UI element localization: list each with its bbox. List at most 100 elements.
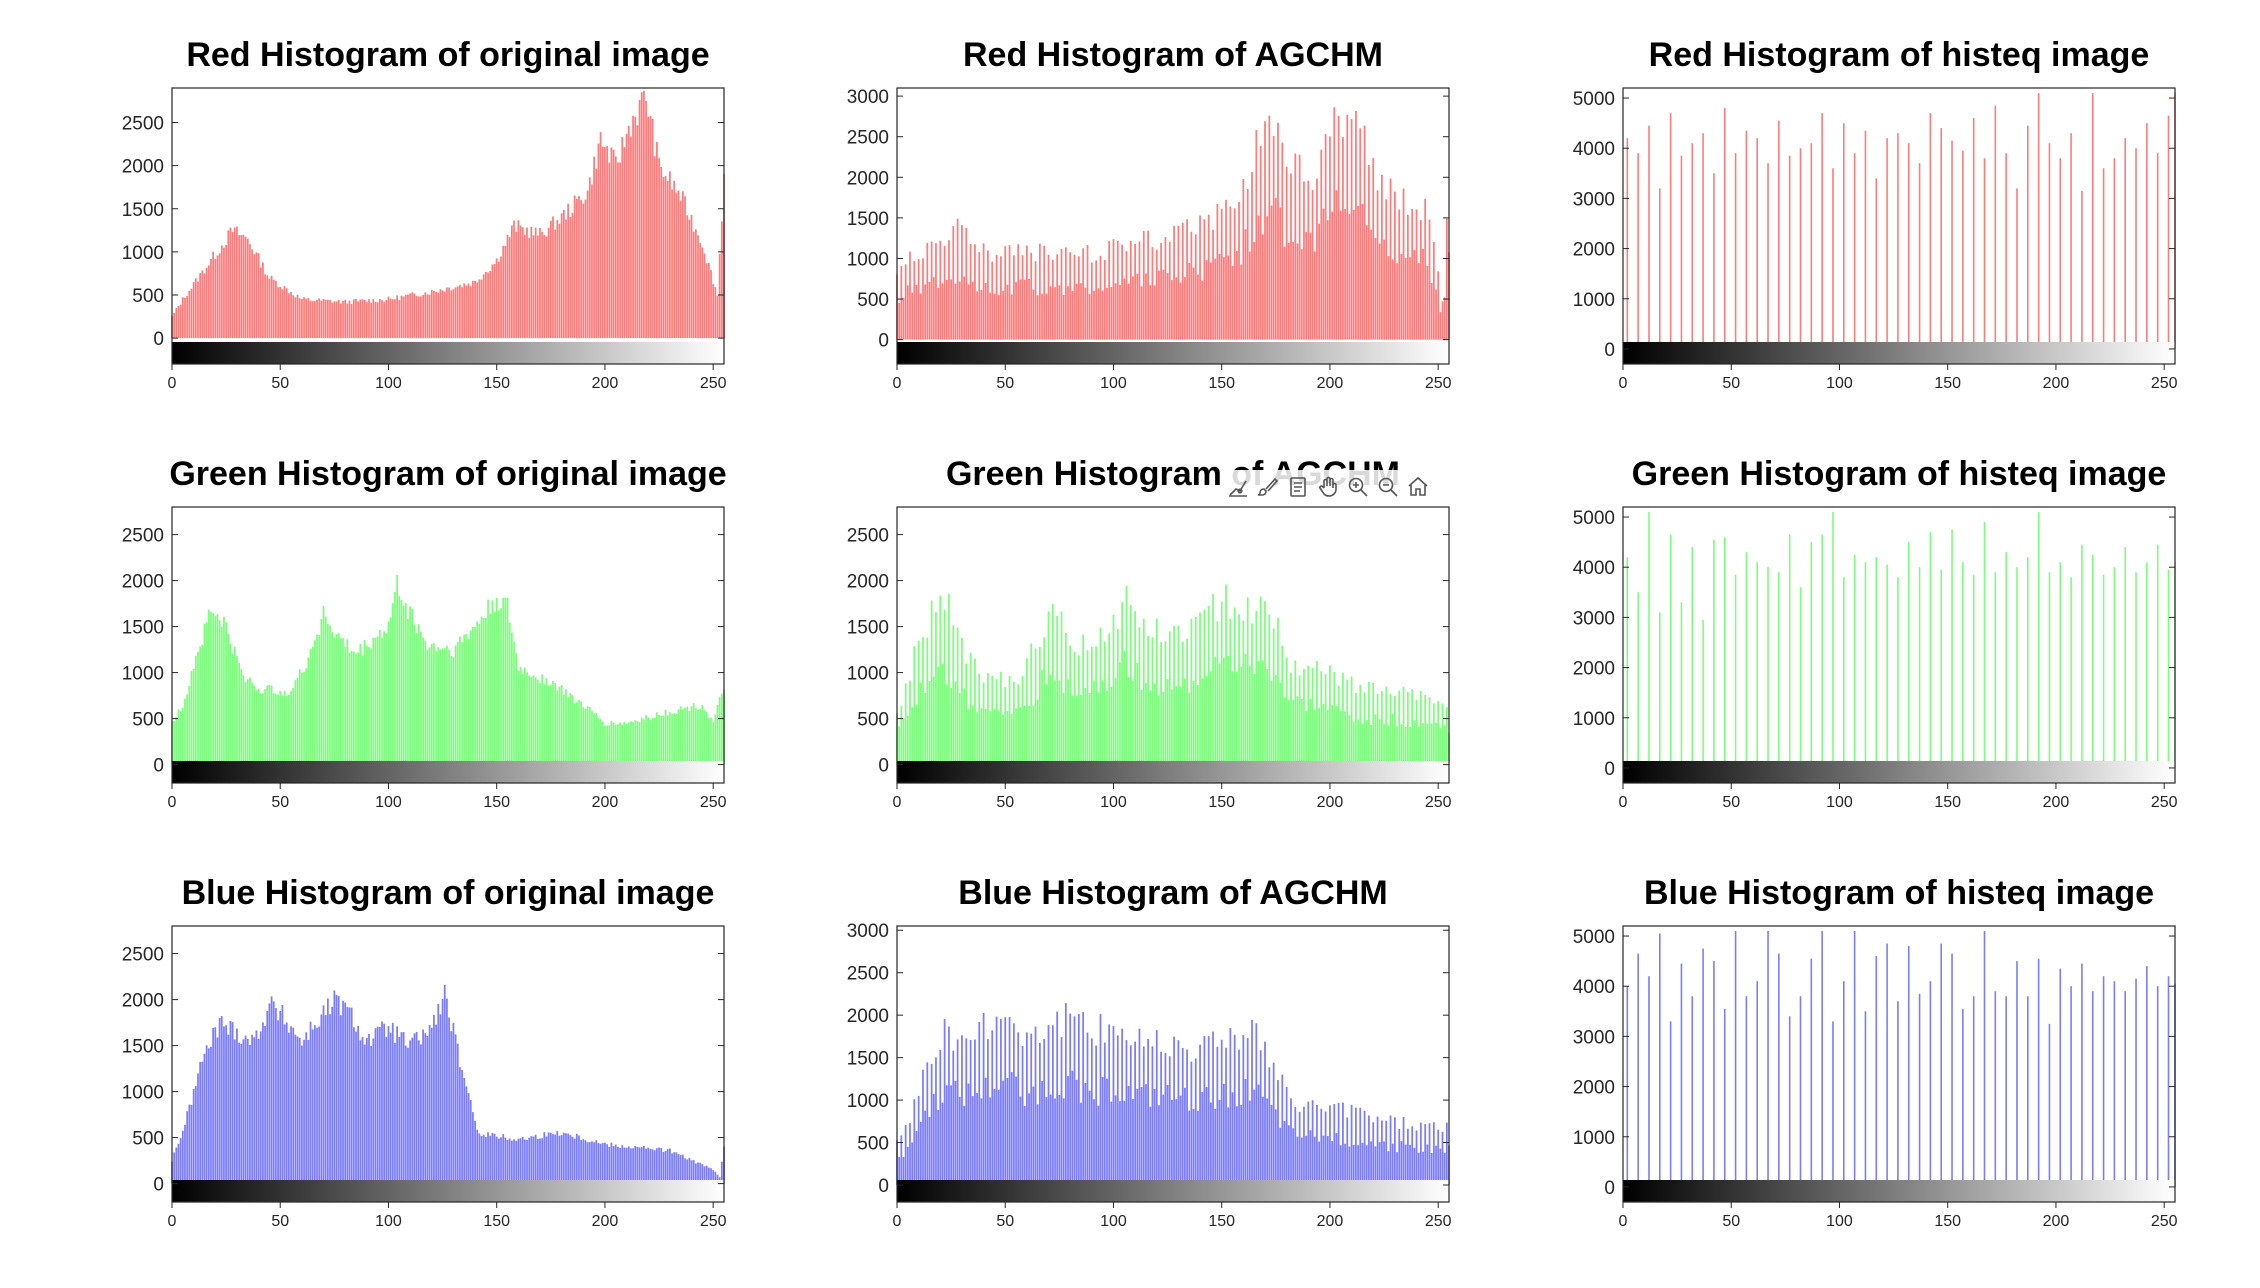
histogram-bar: [898, 1156, 901, 1186]
brush-icon[interactable]: [1254, 472, 1282, 502]
histogram-bar: [1322, 1135, 1325, 1186]
histogram-bar: [1348, 1146, 1351, 1186]
axes-box: [171, 925, 725, 1203]
histogram-bar: [1411, 1126, 1414, 1186]
histogram-bar: [1058, 285, 1061, 340]
histogram-bar: [716, 704, 719, 765]
histogram-bar: [1231, 671, 1234, 765]
histogram-bar: [398, 300, 401, 339]
histogram-bar: [935, 1057, 937, 1186]
histogram-bar: [599, 1143, 602, 1184]
histogram-bar: [2027, 996, 2029, 1187]
histogram-bar: [1309, 698, 1312, 765]
x-tick-label: 100: [1826, 375, 1853, 392]
histogram-bar: [1331, 704, 1333, 765]
histogram-bar: [316, 300, 318, 339]
histogram-bar: [456, 1043, 459, 1184]
histogram-bar: [1164, 236, 1167, 340]
histogram-bar: [513, 641, 515, 765]
x-tick-label: 50: [271, 794, 289, 811]
histogram-bar: [545, 1136, 548, 1184]
histogram-bar: [313, 640, 316, 765]
histogram-bar: [909, 680, 911, 765]
histogram-bar: [1036, 699, 1039, 765]
histogram-bar: [1626, 138, 1629, 349]
histogram-bar: [1396, 1152, 1398, 1186]
histogram-bar: [1227, 656, 1230, 765]
histogram-bar: [476, 1129, 479, 1184]
histogram-bar: [1246, 189, 1249, 340]
histogram-bar: [625, 1147, 628, 1184]
histogram-bar: [1166, 679, 1169, 765]
histogram-bar: [526, 1139, 528, 1184]
histogram-bar: [448, 287, 450, 339]
histogram-bar: [1875, 178, 1878, 349]
histogram-bar: [898, 726, 901, 765]
histogram-bar: [394, 591, 396, 765]
histogram-bar: [253, 254, 256, 339]
zoom-out-icon[interactable]: [1374, 472, 1402, 502]
histogram-bar: [541, 674, 544, 765]
histogram-bar: [378, 298, 381, 339]
zoom-in-icon[interactable]: [1344, 472, 1372, 502]
histogram-bar: [1843, 123, 1845, 349]
histogram-bar: [1142, 1046, 1145, 1186]
histogram-bar: [1021, 1046, 1024, 1186]
histogram-bar: [292, 295, 295, 339]
histogram-bar: [266, 1010, 269, 1184]
histogram-bar: [1253, 242, 1256, 340]
histogram-bar: [1292, 241, 1295, 340]
histogram-bar: [980, 708, 983, 765]
histogram-bar: [707, 718, 710, 765]
histogram-bar: [446, 645, 448, 765]
histogram-bar: [173, 720, 176, 765]
histogram-bar: [1283, 697, 1286, 765]
histogram-bar: [692, 703, 695, 765]
export-icon[interactable]: [1284, 472, 1312, 502]
histogram-bar: [1290, 1098, 1292, 1186]
histogram-bar: [1084, 287, 1087, 340]
histogram-bar: [1398, 690, 1401, 765]
histogram-bar: [1010, 1072, 1013, 1186]
histogram-bar: [952, 1050, 955, 1186]
histogram-bar: [714, 1171, 717, 1184]
histogram-bar: [1307, 665, 1310, 765]
histogram-bar: [417, 624, 420, 765]
histogram-bar: [450, 655, 453, 765]
histogram-bar: [1132, 276, 1134, 340]
histogram-bar: [1064, 247, 1067, 340]
histogram-bar: [2102, 574, 2105, 768]
histogram-bar: [617, 1146, 619, 1184]
histogram-bar: [407, 294, 409, 339]
histogram-bar: [712, 722, 715, 765]
data-tips-icon[interactable]: [1224, 472, 1252, 502]
histogram-bar: [179, 711, 182, 765]
histogram-bar: [1378, 1142, 1381, 1186]
histogram-bar: [1025, 1032, 1028, 1186]
histogram-bar: [253, 685, 256, 765]
histogram-bar: [1242, 620, 1245, 765]
histogram-bar: [1093, 1099, 1095, 1186]
histogram-bar: [454, 287, 457, 339]
histogram-bar: [192, 282, 195, 339]
y-tick-label: 2000: [847, 168, 889, 189]
pan-icon[interactable]: [1314, 472, 1342, 502]
histogram-bar: [422, 637, 424, 765]
histogram-bar: [370, 648, 373, 765]
histogram-bar: [656, 1148, 658, 1184]
histogram-bar: [619, 1148, 621, 1184]
histogram-bar: [342, 638, 344, 765]
histogram-bar: [1422, 1151, 1424, 1186]
histogram-bar: [391, 1022, 394, 1184]
histogram-bar: [1251, 1019, 1253, 1186]
histogram-bar: [1799, 148, 1802, 349]
histogram-bar: [547, 1132, 550, 1184]
histogram-bar: [528, 675, 531, 765]
histogram-bar: [935, 243, 937, 340]
histogram-bar: [225, 244, 228, 339]
histogram-bar: [606, 146, 608, 339]
home-icon[interactable]: [1404, 472, 1432, 502]
histogram-bar: [218, 1018, 221, 1184]
histogram-bar: [1190, 618, 1193, 765]
histogram-bar: [298, 298, 301, 339]
